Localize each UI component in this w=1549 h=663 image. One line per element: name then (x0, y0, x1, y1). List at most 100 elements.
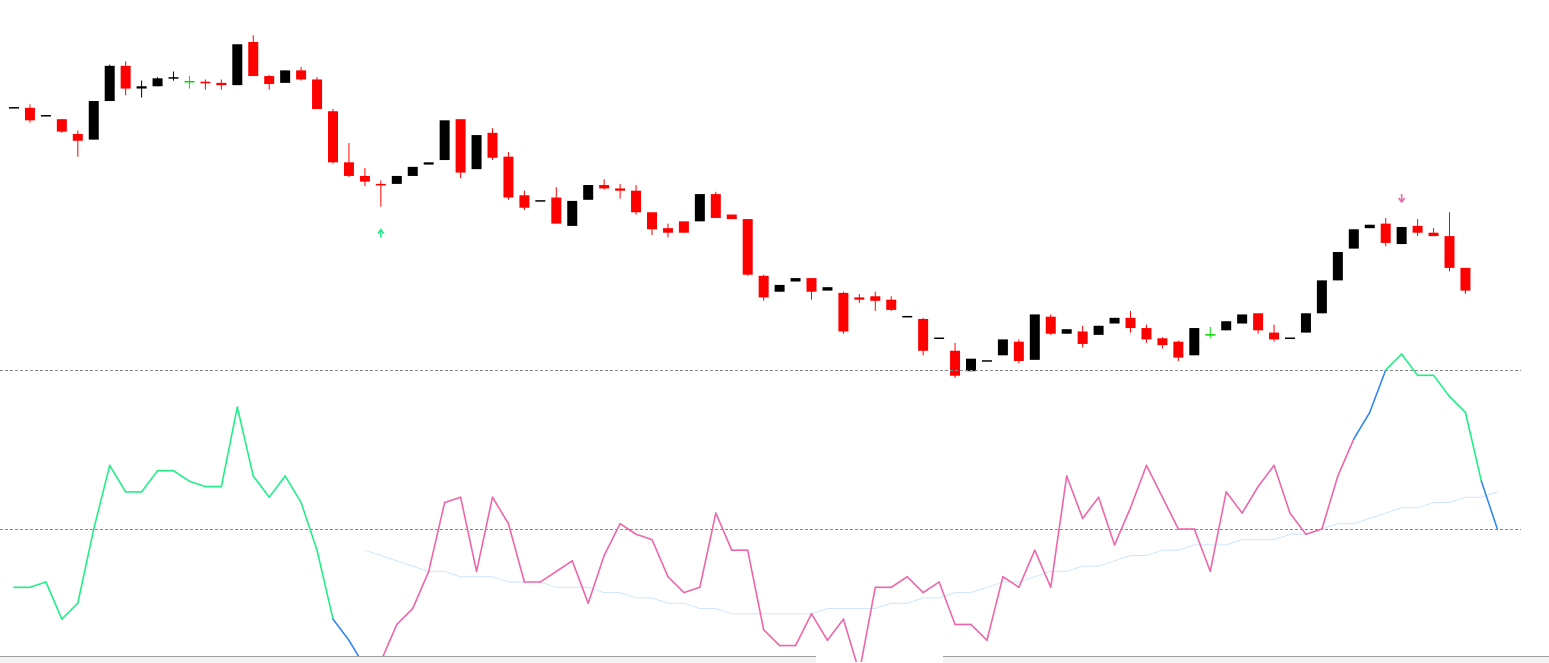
candle-body (1253, 313, 1264, 331)
oscillator-segment (970, 623, 988, 642)
oscillator-segment (714, 512, 733, 552)
candle-body (423, 162, 434, 165)
candle-body (1173, 341, 1184, 358)
oscillator-segment (1368, 369, 1387, 414)
candle (1077, 325, 1088, 348)
candle (312, 77, 323, 109)
oscillator-segment (1129, 464, 1148, 509)
candle (200, 79, 211, 90)
candle-body (104, 65, 115, 102)
candle-body (551, 197, 562, 224)
oscillator-segment (651, 538, 669, 578)
oscillator-segment (491, 496, 510, 525)
candle-body (1109, 317, 1120, 324)
oscillator-segment (938, 581, 956, 626)
candle-body (918, 318, 929, 351)
oscillator-segment (1034, 549, 1052, 589)
candle-body (248, 42, 259, 77)
candle-body (343, 162, 354, 176)
candle-body (1316, 280, 1327, 314)
scrollbar-left[interactable] (0, 656, 816, 663)
candle-body (1093, 325, 1104, 335)
oscillator-main-line (13, 353, 1499, 662)
candle (997, 339, 1008, 356)
oscillator-segment (300, 501, 318, 552)
candle-body (1141, 328, 1152, 340)
candle (1332, 252, 1343, 281)
candle (487, 128, 498, 161)
candle-body (631, 190, 642, 213)
candle-body (407, 166, 418, 176)
oscillator-segment (1018, 549, 1036, 589)
candle (343, 143, 354, 178)
candle (1173, 340, 1184, 361)
oscillator-segment (411, 570, 430, 610)
candle (647, 212, 657, 235)
candle (152, 77, 163, 87)
candle (471, 135, 482, 170)
candle (519, 190, 530, 210)
candle (678, 221, 689, 233)
oscillator-segment (1002, 575, 1020, 589)
oscillator-segment (1241, 485, 1259, 514)
candle-body (375, 183, 386, 186)
oscillator-segment (92, 464, 111, 530)
candle-body (264, 76, 275, 84)
buy-arrow-head (377, 228, 385, 235)
oscillator-levels (0, 370, 1521, 530)
candle (1205, 326, 1216, 339)
candle-body (296, 70, 307, 80)
candle-body (216, 82, 227, 86)
oscillator-segment (1305, 528, 1323, 536)
oscillator-segment (507, 522, 526, 583)
candle (1396, 227, 1407, 245)
candle (1157, 337, 1168, 349)
oscillator-segment (555, 559, 574, 573)
oscillator-segment (284, 475, 302, 504)
candle (567, 200, 578, 226)
candle-body (200, 81, 211, 84)
candle-body (694, 194, 705, 222)
candle (1125, 311, 1136, 333)
candle (774, 284, 785, 292)
candle-body (997, 339, 1008, 356)
candle-body (1444, 236, 1455, 268)
candle (1013, 339, 1024, 364)
oscillator-segment (188, 480, 207, 488)
candle-body (503, 156, 514, 198)
oscillator-segment (1337, 438, 1355, 477)
oscillator-segment (1432, 374, 1451, 398)
candle (854, 294, 865, 304)
price-panel (9, 35, 1471, 378)
candle-body (1029, 314, 1040, 360)
candle (1061, 329, 1072, 334)
oscillator-segment (842, 618, 858, 662)
oscillator-segment (810, 612, 829, 642)
candle-body (599, 185, 610, 189)
candle (455, 119, 466, 179)
candle (88, 101, 99, 140)
candle-body (487, 132, 498, 158)
oscillator-segment (1273, 464, 1291, 514)
candle (726, 214, 737, 220)
candle (1029, 314, 1040, 360)
oscillator-segment (635, 533, 653, 541)
candle (1460, 267, 1471, 294)
oscillator-segment (746, 549, 765, 631)
candle-body (280, 70, 291, 83)
oscillator-segment (1257, 464, 1275, 488)
candle-body (455, 119, 466, 173)
candle-body (1380, 223, 1391, 243)
candle (1253, 313, 1264, 334)
candle (1093, 325, 1104, 335)
candle (1109, 317, 1120, 324)
oscillator-segment (571, 559, 590, 605)
candle (551, 187, 562, 224)
candle (72, 130, 83, 157)
scrollbar-right[interactable] (943, 656, 1549, 663)
candle-body (1396, 227, 1407, 245)
oscillator-segment (619, 522, 637, 536)
candle (790, 278, 801, 282)
oscillator-segment (459, 496, 478, 573)
candle (391, 175, 402, 184)
